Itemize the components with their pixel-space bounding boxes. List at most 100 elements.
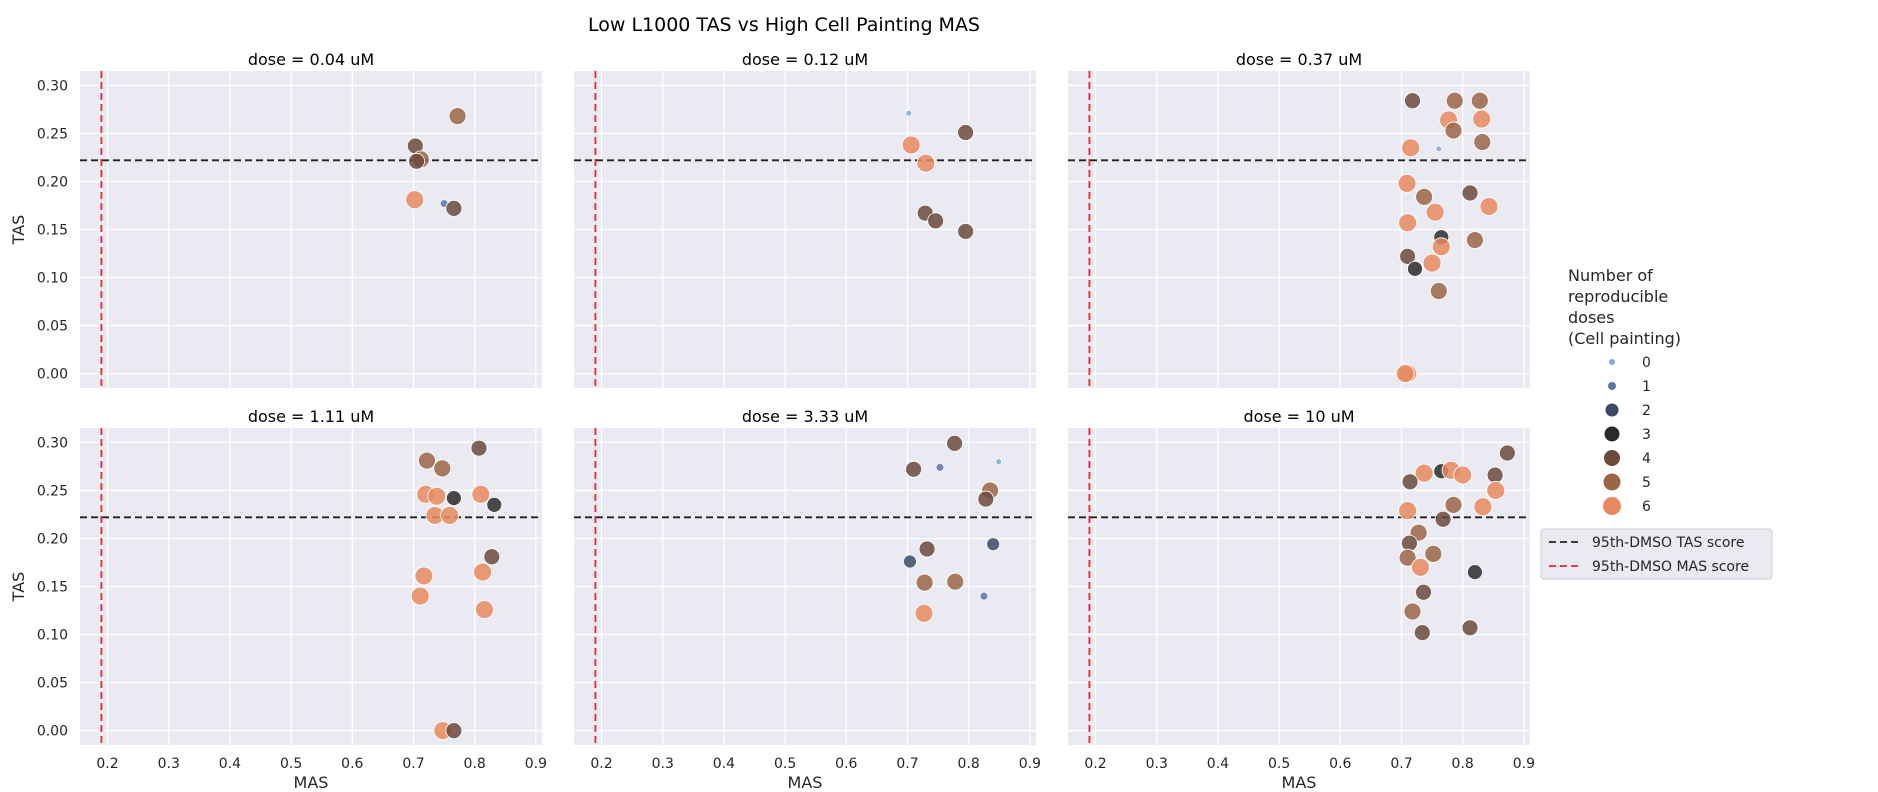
subplot-panel: dose = 1.11 uM 0.00 0.05 0.10 0.15 0.20 0.25 0.… bbox=[9, 407, 547, 792]
legend-label: 5 bbox=[1642, 475, 1651, 491]
legend-marker bbox=[1604, 426, 1620, 442]
legend-marker bbox=[1603, 497, 1621, 515]
y-tick-label: 0.10 bbox=[37, 271, 68, 287]
x-tick-label: 0.9 bbox=[525, 756, 547, 772]
legend-marker bbox=[1608, 382, 1616, 390]
scatter-point bbox=[957, 124, 975, 141]
figure-title: Low L1000 TAS vs High Cell Painting MAS bbox=[588, 14, 980, 36]
x-tick-label: 0.6 bbox=[1329, 756, 1351, 772]
subplot-panel: dose = 0.04 uM 0.00 0.05 0.10 0.15 0.20 0.25 0.… bbox=[9, 50, 542, 388]
panel-title: dose = 3.33 uM bbox=[742, 407, 868, 426]
scatter-point bbox=[1444, 495, 1463, 514]
legend-title-line: Number of bbox=[1568, 266, 1653, 285]
legend-title-line: (Cell painting) bbox=[1568, 329, 1681, 348]
legend-item: 0 bbox=[1609, 355, 1651, 371]
panel-title: dose = 0.12 uM bbox=[742, 50, 868, 69]
x-tick-label: 0.2 bbox=[96, 756, 118, 772]
gridlines bbox=[80, 428, 542, 745]
x-tick-label: 0.2 bbox=[1084, 756, 1106, 772]
scatter-point bbox=[1395, 364, 1415, 383]
y-tick-label: 0.05 bbox=[37, 676, 68, 692]
scatter-point bbox=[483, 548, 501, 566]
y-tick-label: 0.05 bbox=[37, 319, 68, 335]
legend-label: 1 bbox=[1642, 379, 1651, 395]
scatter-point bbox=[1397, 173, 1417, 193]
scatter-point bbox=[1453, 465, 1473, 485]
x-tick-label: 0.8 bbox=[958, 756, 980, 772]
scatter-point bbox=[903, 554, 917, 569]
subplot-panel: dose = 0.37 uM bbox=[1068, 50, 1530, 388]
scatter-point bbox=[1435, 145, 1443, 153]
y-tick-label: 0.00 bbox=[37, 724, 68, 740]
scatter-point bbox=[914, 603, 934, 623]
legend-marker bbox=[1603, 473, 1621, 491]
scatter-point bbox=[977, 490, 995, 508]
x-tick-label: 0.8 bbox=[464, 756, 486, 772]
scatter-point bbox=[1411, 557, 1430, 577]
legend-label: 0 bbox=[1642, 355, 1651, 371]
scatter-point bbox=[1404, 92, 1421, 110]
scatter-point bbox=[1486, 466, 1504, 484]
x-tick-label: 0.5 bbox=[774, 756, 796, 772]
legend-title-line: doses bbox=[1568, 308, 1614, 327]
x-tick-label: 0.7 bbox=[402, 756, 424, 772]
scatter-point bbox=[1486, 481, 1506, 500]
scatter-point bbox=[901, 135, 921, 155]
scatter-point bbox=[1467, 564, 1483, 580]
legend-line-label: 95th-DMSO TAS score bbox=[1592, 535, 1744, 551]
x-tick-label: 0.5 bbox=[1268, 756, 1290, 772]
points bbox=[410, 439, 503, 740]
scatter-point bbox=[1398, 501, 1418, 521]
scatter-point bbox=[1445, 91, 1464, 110]
y-tick-label: 0.25 bbox=[37, 126, 68, 142]
scatter-point bbox=[905, 460, 923, 478]
scatter-point bbox=[405, 190, 425, 210]
panel-title: dose = 0.37 uM bbox=[1236, 50, 1362, 69]
y-tick-label: 0.30 bbox=[37, 78, 68, 94]
x-tick-label: 0.3 bbox=[1146, 756, 1168, 772]
legend-title-line: reproducible bbox=[1568, 287, 1668, 306]
x-axis-label: MAS bbox=[294, 773, 329, 792]
panel-title: dose = 10 uM bbox=[1243, 407, 1354, 426]
subplot-panel: dose = 0.12 uM bbox=[574, 50, 1036, 388]
scatter-point bbox=[445, 722, 463, 739]
legend-frame bbox=[1540, 528, 1773, 580]
panel-title: dose = 0.04 uM bbox=[248, 50, 374, 69]
legend-item: 1 bbox=[1608, 379, 1651, 395]
x-tick-label: 0.3 bbox=[652, 756, 674, 772]
gridlines bbox=[574, 428, 1036, 745]
x-tick-label: 0.4 bbox=[219, 756, 241, 772]
y-tick-label: 0.30 bbox=[37, 435, 68, 451]
scatter-point bbox=[448, 107, 467, 126]
scatter-point bbox=[1401, 534, 1418, 552]
legend: Number of reproducible doses (Cell painting… bbox=[1540, 266, 1773, 580]
legend-marker bbox=[1605, 403, 1619, 417]
scatter-point bbox=[918, 540, 936, 558]
scatter-point bbox=[473, 562, 493, 582]
scatter-point bbox=[1466, 231, 1484, 249]
legend-item: 4 bbox=[1604, 450, 1651, 467]
panel-grid: dose = 0.04 uM 0.00 0.05 0.10 0.15 0.20 0.25 0.… bbox=[9, 50, 1535, 792]
scatter-point bbox=[1444, 121, 1463, 140]
scatter-point bbox=[445, 490, 462, 507]
y-axis-label: TAS bbox=[9, 215, 28, 246]
scatter-point bbox=[1473, 133, 1492, 151]
scatter-point bbox=[1498, 444, 1516, 462]
scatter-point bbox=[1461, 619, 1479, 637]
legend-item: 3 bbox=[1604, 426, 1651, 443]
legend-label: 6 bbox=[1642, 499, 1651, 515]
scatter-point bbox=[979, 591, 989, 601]
y-tick-label: 0.15 bbox=[37, 223, 68, 239]
scatter-point bbox=[1403, 602, 1422, 621]
scatter-point bbox=[916, 153, 936, 173]
scatter-point bbox=[1425, 202, 1445, 222]
x-tick-label: 0.6 bbox=[341, 756, 363, 772]
x-tick-label: 0.9 bbox=[1019, 756, 1041, 772]
x-tick-label: 0.8 bbox=[1452, 756, 1474, 772]
legend-line-label: 95th-DMSO MAS score bbox=[1592, 559, 1749, 575]
legend-label: 4 bbox=[1642, 451, 1651, 467]
legend-item: 2 bbox=[1605, 403, 1651, 419]
x-tick-label: 0.6 bbox=[835, 756, 857, 772]
scatter-point bbox=[445, 199, 463, 217]
legend-item: 5 bbox=[1603, 473, 1651, 491]
